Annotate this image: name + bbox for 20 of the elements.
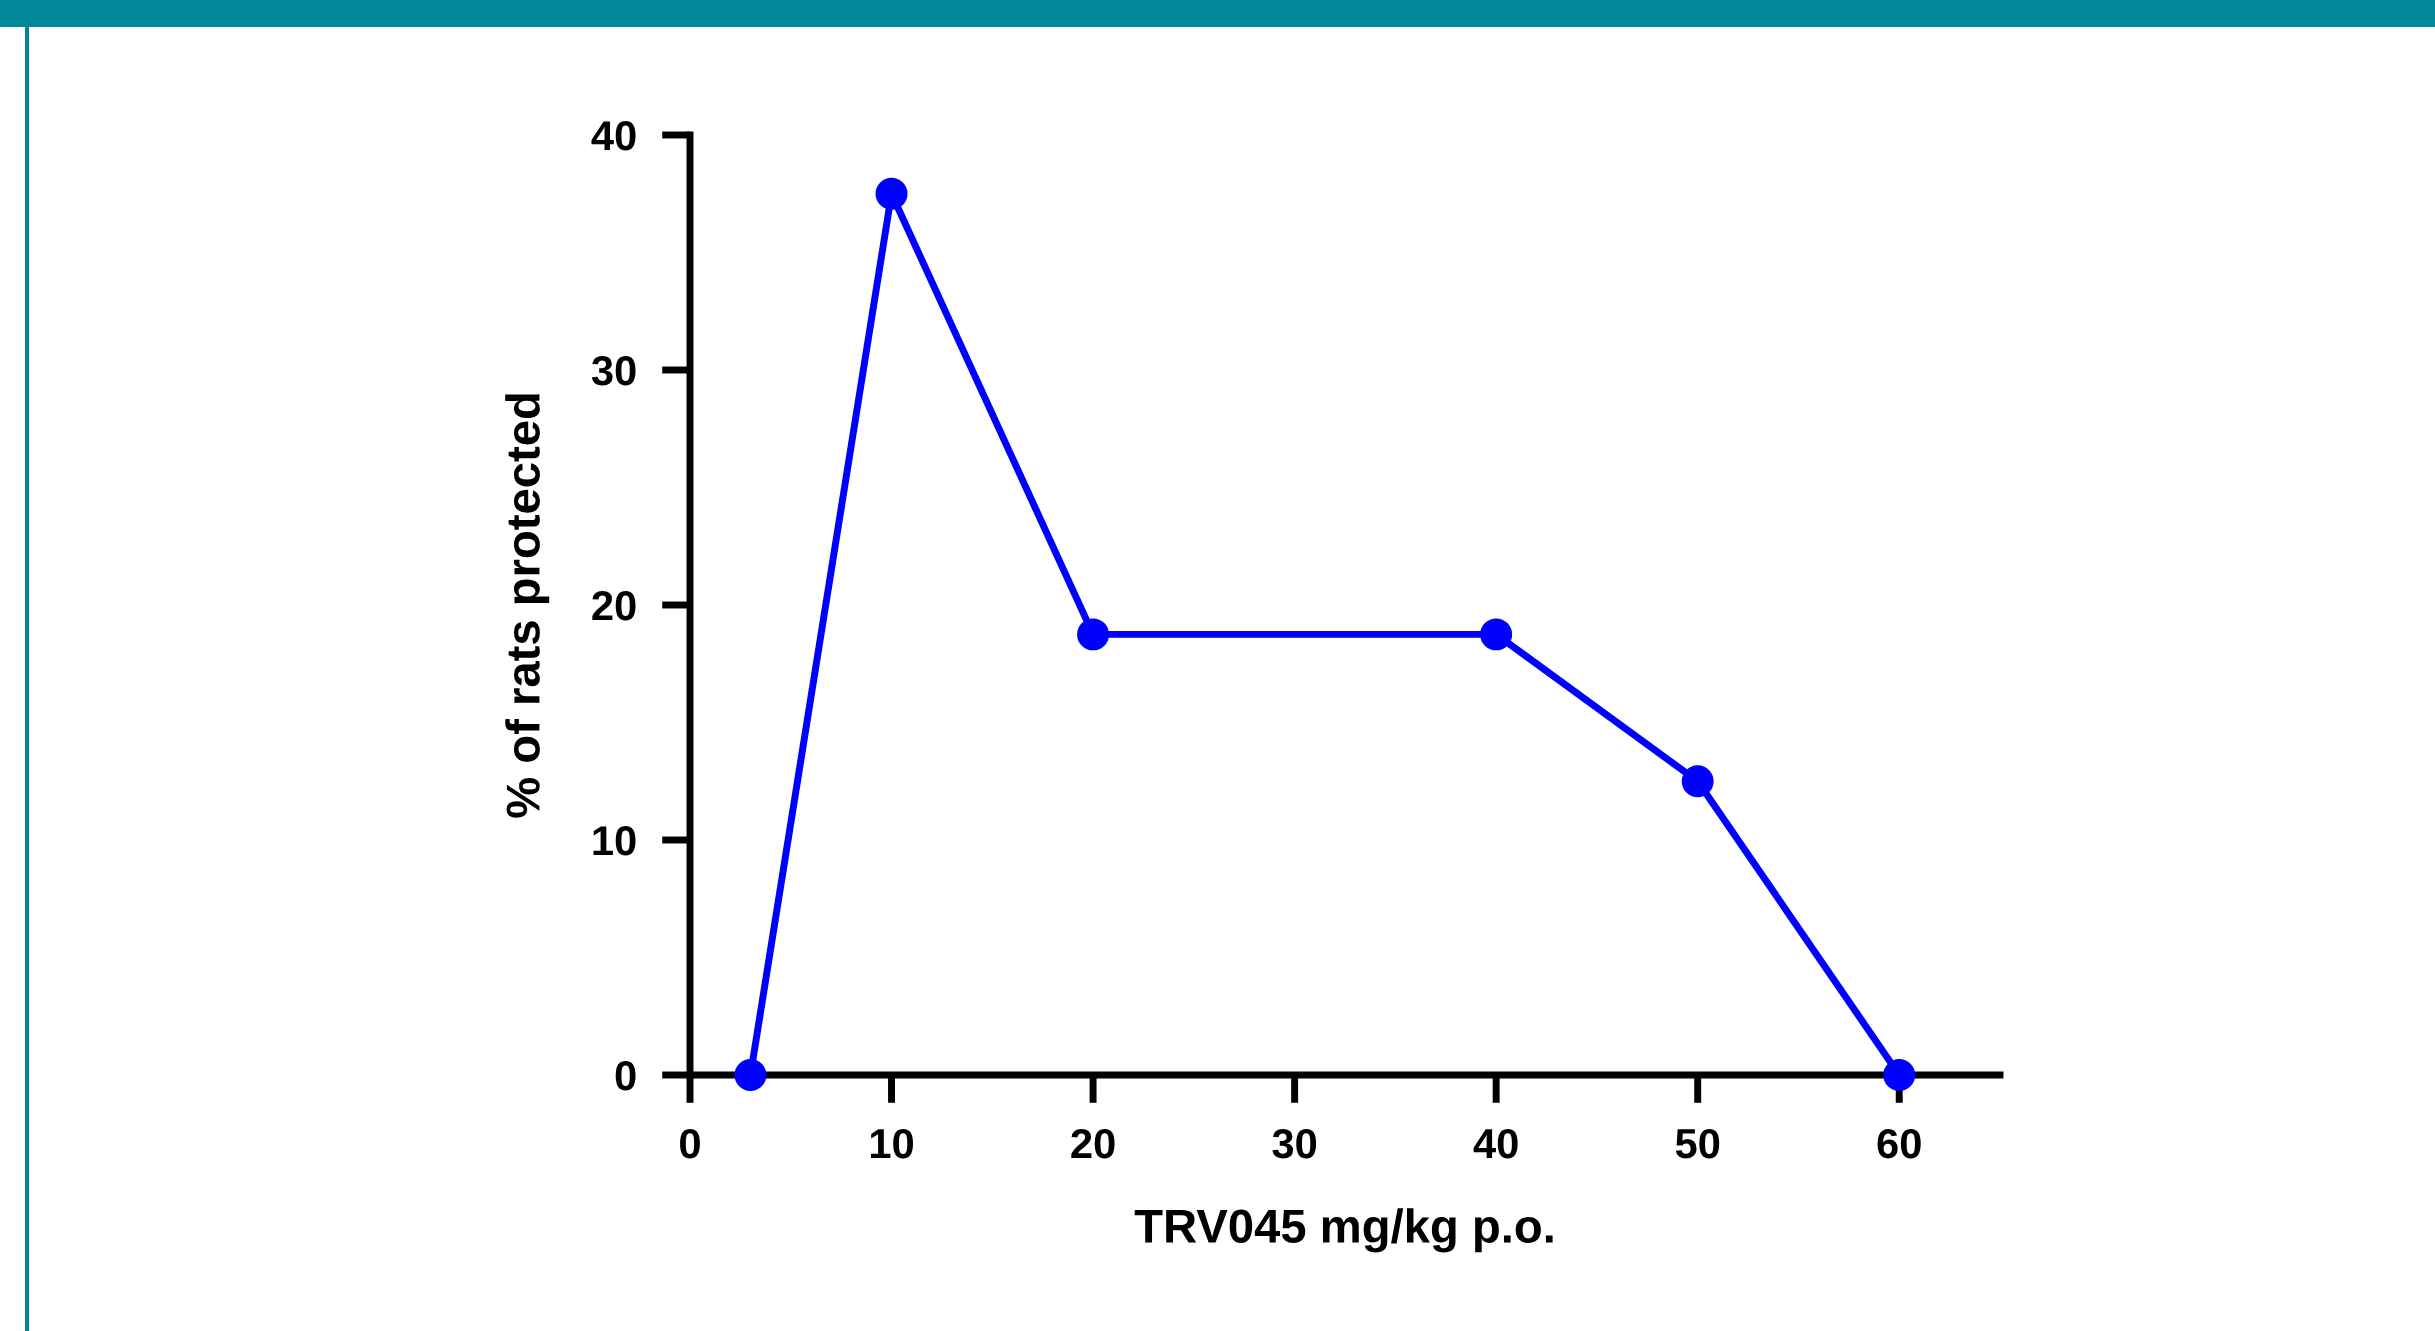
x-tick-label: 0 xyxy=(680,1128,700,1159)
y-tick-label: 20 xyxy=(592,591,636,621)
y-axis-title: % of rats protected xyxy=(505,394,550,818)
x-tick-label: 60 xyxy=(1877,1128,1921,1159)
point xyxy=(734,1059,767,1091)
x-tick-label: 50 xyxy=(1675,1128,1720,1159)
x-tick-label: 30 xyxy=(1272,1128,1317,1159)
x-tick-label: 20 xyxy=(1071,1128,1115,1159)
x-axis-title: TRV045 mg/kg p.o. xyxy=(1134,1208,1553,1253)
point xyxy=(1480,618,1513,651)
y-tick-label: 10 xyxy=(593,826,636,856)
y-tick-label: 30 xyxy=(591,356,636,386)
point xyxy=(1077,618,1110,651)
x-tick-label: 40 xyxy=(1473,1128,1518,1159)
point xyxy=(1883,1059,1916,1091)
point xyxy=(875,177,908,210)
x-tick-label: 10 xyxy=(870,1128,914,1159)
y-tick-label: 0 xyxy=(615,1061,636,1091)
point xyxy=(1681,765,1714,798)
y-tick-label: 40 xyxy=(591,121,636,151)
